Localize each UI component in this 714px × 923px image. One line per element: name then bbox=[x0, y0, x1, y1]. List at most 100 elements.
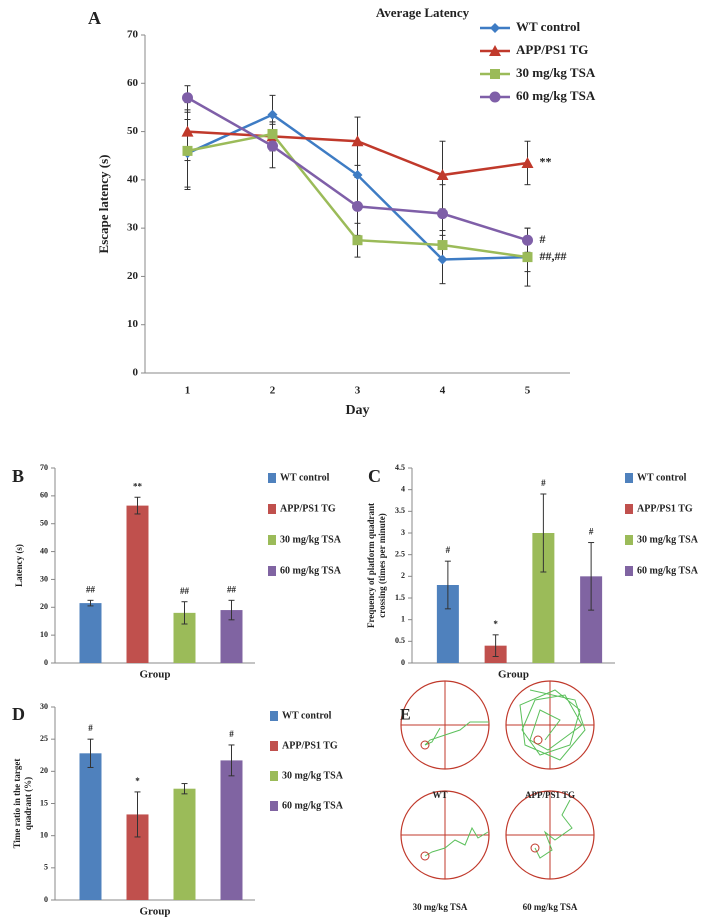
y-tick-label: 30 bbox=[40, 574, 48, 583]
x-tick-label: 4 bbox=[440, 385, 446, 397]
marker bbox=[352, 170, 363, 181]
legend-label: 60 mg/kg TSA bbox=[637, 565, 699, 576]
x-tick-label: 2 bbox=[270, 385, 276, 397]
bar bbox=[126, 505, 149, 663]
legend-swatch bbox=[270, 741, 278, 751]
marker bbox=[182, 92, 193, 104]
error-bar bbox=[444, 560, 451, 610]
y-tick-label: 5 bbox=[44, 863, 48, 872]
bar bbox=[532, 533, 555, 663]
y-axis-label: quadrant (%) bbox=[23, 777, 33, 830]
legend-swatch bbox=[270, 801, 278, 811]
y-tick-label: 25 bbox=[40, 734, 48, 743]
bar bbox=[220, 760, 243, 900]
y-axis-label: Time ratio in the target bbox=[12, 759, 22, 849]
y-tick-label: 20 bbox=[40, 602, 48, 611]
panel-letter: C bbox=[368, 466, 381, 486]
y-tick-label: 30 bbox=[127, 222, 139, 234]
marker bbox=[521, 156, 534, 168]
panel-e-trajectories bbox=[400, 680, 595, 880]
legend-swatch bbox=[270, 711, 278, 721]
bar bbox=[220, 610, 243, 663]
legend-swatch bbox=[268, 473, 276, 483]
x-tick-label: 1 bbox=[185, 385, 191, 397]
significance: ## bbox=[86, 584, 96, 594]
significance: * bbox=[135, 776, 140, 786]
marker bbox=[490, 23, 500, 33]
error-bar bbox=[181, 783, 188, 795]
y-tick-label: 10 bbox=[40, 630, 48, 639]
legend-swatch bbox=[625, 535, 633, 545]
marker bbox=[352, 200, 363, 212]
significance: # bbox=[229, 729, 234, 739]
legend-swatch bbox=[625, 473, 633, 483]
x-axis-label: Group bbox=[140, 906, 171, 918]
legend-label: APP/PS1 TG bbox=[280, 503, 336, 514]
error-bar bbox=[492, 634, 499, 657]
y-tick-label: 20 bbox=[127, 270, 139, 282]
panel-letter: A bbox=[88, 8, 101, 28]
legend-label: WT control bbox=[280, 472, 330, 483]
y-tick-label: 0 bbox=[401, 658, 405, 667]
x-axis-label: Group bbox=[140, 669, 171, 681]
panel-letter: B bbox=[12, 466, 24, 486]
legend-label: 60 mg/kg TSA bbox=[280, 565, 342, 576]
bar bbox=[79, 753, 102, 900]
y-tick-label: 60 bbox=[40, 491, 48, 500]
y-tick-label: 0.5 bbox=[395, 636, 405, 645]
x-tick-label: 3 bbox=[355, 385, 361, 397]
marker bbox=[522, 234, 533, 246]
error-bar bbox=[540, 493, 547, 573]
marker bbox=[490, 69, 500, 79]
caption: 30 mg/kg TSA bbox=[413, 902, 468, 912]
y-axis-label: crossing (times per minute) bbox=[377, 513, 387, 617]
x-tick-label: 5 bbox=[525, 385, 531, 397]
bar bbox=[580, 576, 603, 663]
y-tick-label: 40 bbox=[127, 173, 139, 185]
legend-label: 30 mg/kg TSA bbox=[280, 534, 342, 545]
significance: # bbox=[589, 527, 594, 537]
y-axis-label: Escape latency (s) bbox=[96, 155, 111, 254]
y-axis-label: Latency (s) bbox=[14, 544, 24, 587]
x-axis-label: Day bbox=[345, 403, 369, 418]
marker bbox=[489, 91, 501, 103]
y-tick-label: 2 bbox=[401, 571, 405, 580]
y-tick-label: 4.5 bbox=[395, 463, 405, 472]
panel-letter: D bbox=[12, 704, 25, 724]
error-bar bbox=[134, 496, 141, 515]
legend-label: APP/PS1 TG bbox=[637, 503, 693, 514]
legend-label: APP/PS1 TG bbox=[282, 740, 338, 751]
y-tick-label: 60 bbox=[127, 77, 139, 89]
y-tick-label: 3 bbox=[401, 528, 405, 537]
y-tick-label: 1 bbox=[401, 614, 405, 623]
error-bar bbox=[87, 599, 94, 607]
end-label: # bbox=[540, 232, 546, 246]
y-axis-label: Frequency of platform quadrant bbox=[366, 503, 376, 628]
trajectory-30 bbox=[400, 790, 490, 880]
bar bbox=[173, 612, 196, 663]
marker bbox=[267, 128, 278, 139]
marker bbox=[437, 240, 448, 251]
trajectory-wt bbox=[400, 680, 490, 770]
significance: # bbox=[446, 545, 451, 555]
significance: * bbox=[493, 619, 498, 629]
error-bar bbox=[134, 791, 141, 838]
y-tick-label: 30 bbox=[40, 702, 48, 711]
caption: 60 mg/kg TSA bbox=[523, 902, 578, 912]
end-label: ##,## bbox=[540, 249, 567, 263]
legend-label: 30 mg/kg TSA bbox=[516, 65, 596, 80]
legend-label: APP/PS1 TG bbox=[516, 42, 588, 57]
legend-swatch bbox=[625, 566, 633, 576]
trajectory-tg bbox=[505, 680, 595, 770]
x-axis-label: Group bbox=[498, 669, 529, 681]
marker bbox=[351, 135, 364, 147]
legend-swatch bbox=[268, 566, 276, 576]
caption: WT bbox=[432, 790, 447, 800]
y-tick-label: 1.5 bbox=[395, 593, 405, 602]
panel-letter: E bbox=[400, 707, 411, 724]
caption: APP/PS1 TG bbox=[525, 790, 575, 800]
end-label: ** bbox=[540, 155, 552, 169]
chart-title: Average Latency bbox=[376, 5, 470, 20]
y-tick-label: 40 bbox=[40, 546, 48, 555]
